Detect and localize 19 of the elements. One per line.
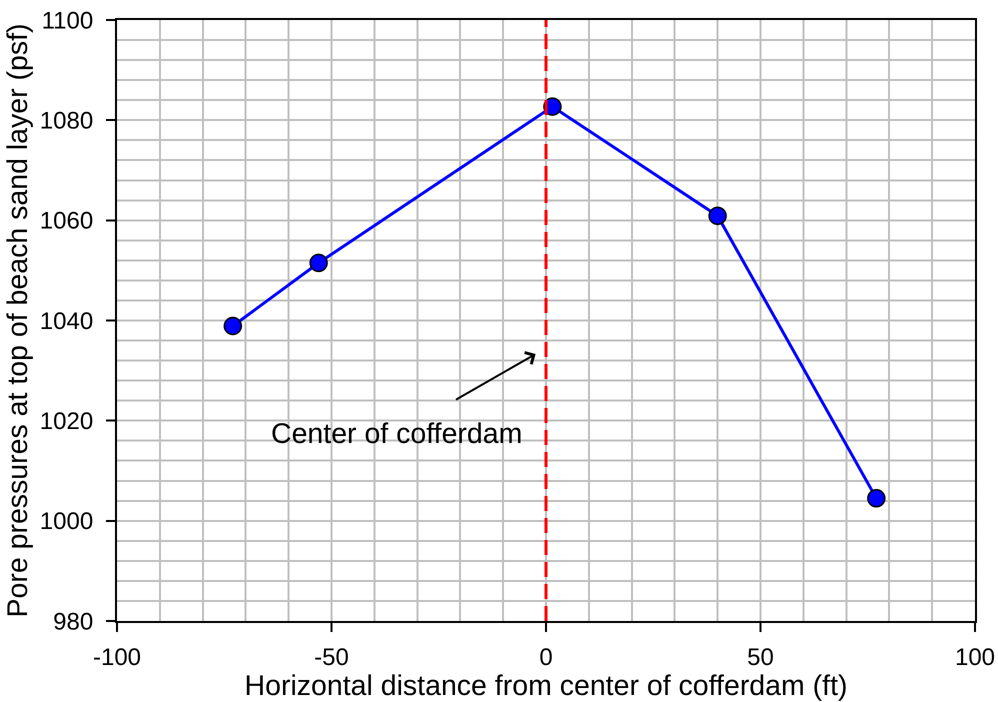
point <box>309 254 328 272</box>
y-tick-label: 980 <box>53 608 94 636</box>
y-tick-label: 1000 <box>40 508 94 536</box>
y-tick-label: 1100 <box>42 7 94 34</box>
y-tick-label: 1020 <box>40 408 94 436</box>
y-tick-label: 1080 <box>40 108 94 135</box>
point <box>867 489 886 508</box>
point <box>224 316 242 336</box>
y-axis-title: Pore pressures at top of beach sand layer (psf) <box>2 23 34 618</box>
x-tick-label: 0 <box>539 644 553 671</box>
x-tick-label: 50 <box>747 644 774 671</box>
annotation: Center of cofferdam <box>271 418 522 450</box>
x-axis-title: Horizontal distance from center of cofferdam (ft) <box>244 670 848 702</box>
y-tick-label: 1060 <box>40 208 94 235</box>
x-tick-label: -100 <box>92 644 142 671</box>
x-tick-label: 100 <box>954 644 996 671</box>
point <box>708 206 727 226</box>
x-tick-label: -50 <box>314 644 349 671</box>
y-tick-label: 1040 <box>40 308 94 335</box>
